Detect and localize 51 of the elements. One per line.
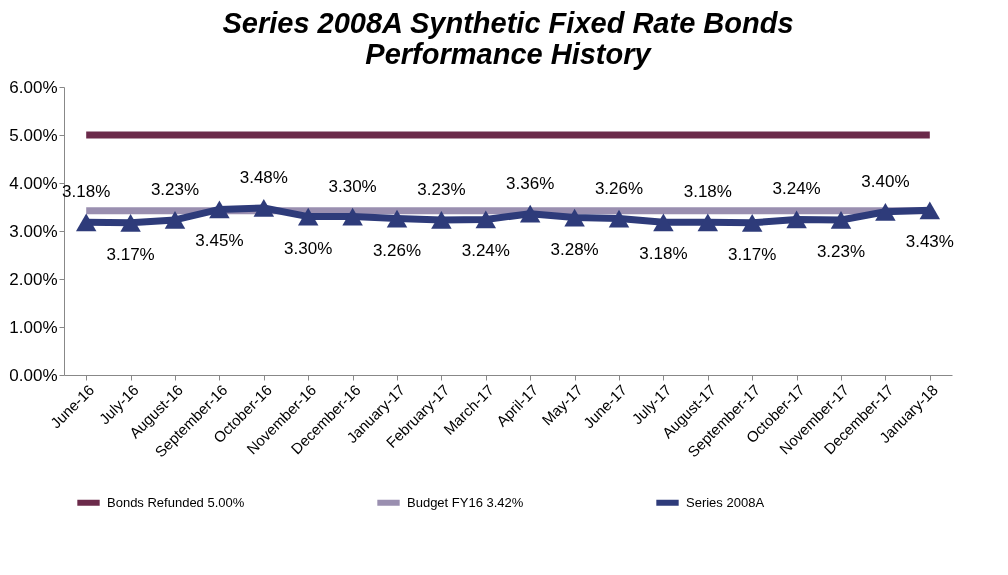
data-label: 3.24% xyxy=(461,241,510,261)
chart-title: Series 2008A Synthetic Fixed Rate Bonds Performance History xyxy=(222,7,794,70)
data-label: 3.26% xyxy=(372,240,422,260)
point xyxy=(209,200,230,219)
data-label: 3.17% xyxy=(728,244,777,264)
point xyxy=(75,213,97,232)
legend-label: Bonds Refunded 5.00% xyxy=(107,494,245,510)
data-label: 3.40% xyxy=(861,171,910,191)
data-label: 3.43% xyxy=(905,232,954,252)
data-label: 3.45% xyxy=(195,231,244,251)
point xyxy=(386,209,408,228)
data-label: 3.23% xyxy=(417,179,466,199)
point xyxy=(253,199,275,217)
point xyxy=(564,208,585,227)
point xyxy=(875,202,896,221)
data-label: 3.48% xyxy=(239,167,288,187)
point xyxy=(342,207,363,226)
point xyxy=(653,213,674,232)
point xyxy=(519,204,541,223)
data-label: 3.17% xyxy=(106,244,155,264)
data-label: 3.30% xyxy=(284,238,333,258)
y-tick-label: 2.00% xyxy=(9,269,58,289)
legend-label: Budget FY16 3.42% xyxy=(407,494,524,510)
y-tick-label: 6.00% xyxy=(9,77,58,97)
data-label: 3.28% xyxy=(550,239,599,259)
y-tick-label: 3.00% xyxy=(9,221,58,241)
point xyxy=(608,209,630,228)
point xyxy=(297,207,319,226)
point xyxy=(475,210,497,229)
y-tick-label: 1.00% xyxy=(9,317,58,337)
y-tick-label: 5.00% xyxy=(9,125,58,145)
point xyxy=(120,213,141,232)
y-tick-label: 4.00% xyxy=(9,173,58,193)
point xyxy=(830,211,852,229)
data-label: 3.26% xyxy=(594,178,644,198)
data-label: 3.18% xyxy=(683,182,732,202)
point xyxy=(164,211,186,229)
data-label: 3.18% xyxy=(639,244,688,264)
data-label: 3.36% xyxy=(506,173,555,193)
point xyxy=(919,201,941,220)
point xyxy=(697,213,719,232)
point xyxy=(741,213,763,232)
data-label: 3.18% xyxy=(62,182,111,202)
legend-label: Series 2008A xyxy=(686,494,765,510)
data-label: 3.30% xyxy=(328,176,377,196)
y-tick-label: 0.00% xyxy=(9,365,58,385)
data-label: 3.24% xyxy=(772,179,821,199)
data-label: 3.23% xyxy=(816,241,866,261)
point xyxy=(431,211,452,229)
point xyxy=(786,210,807,229)
data-label: 3.23% xyxy=(150,179,200,199)
